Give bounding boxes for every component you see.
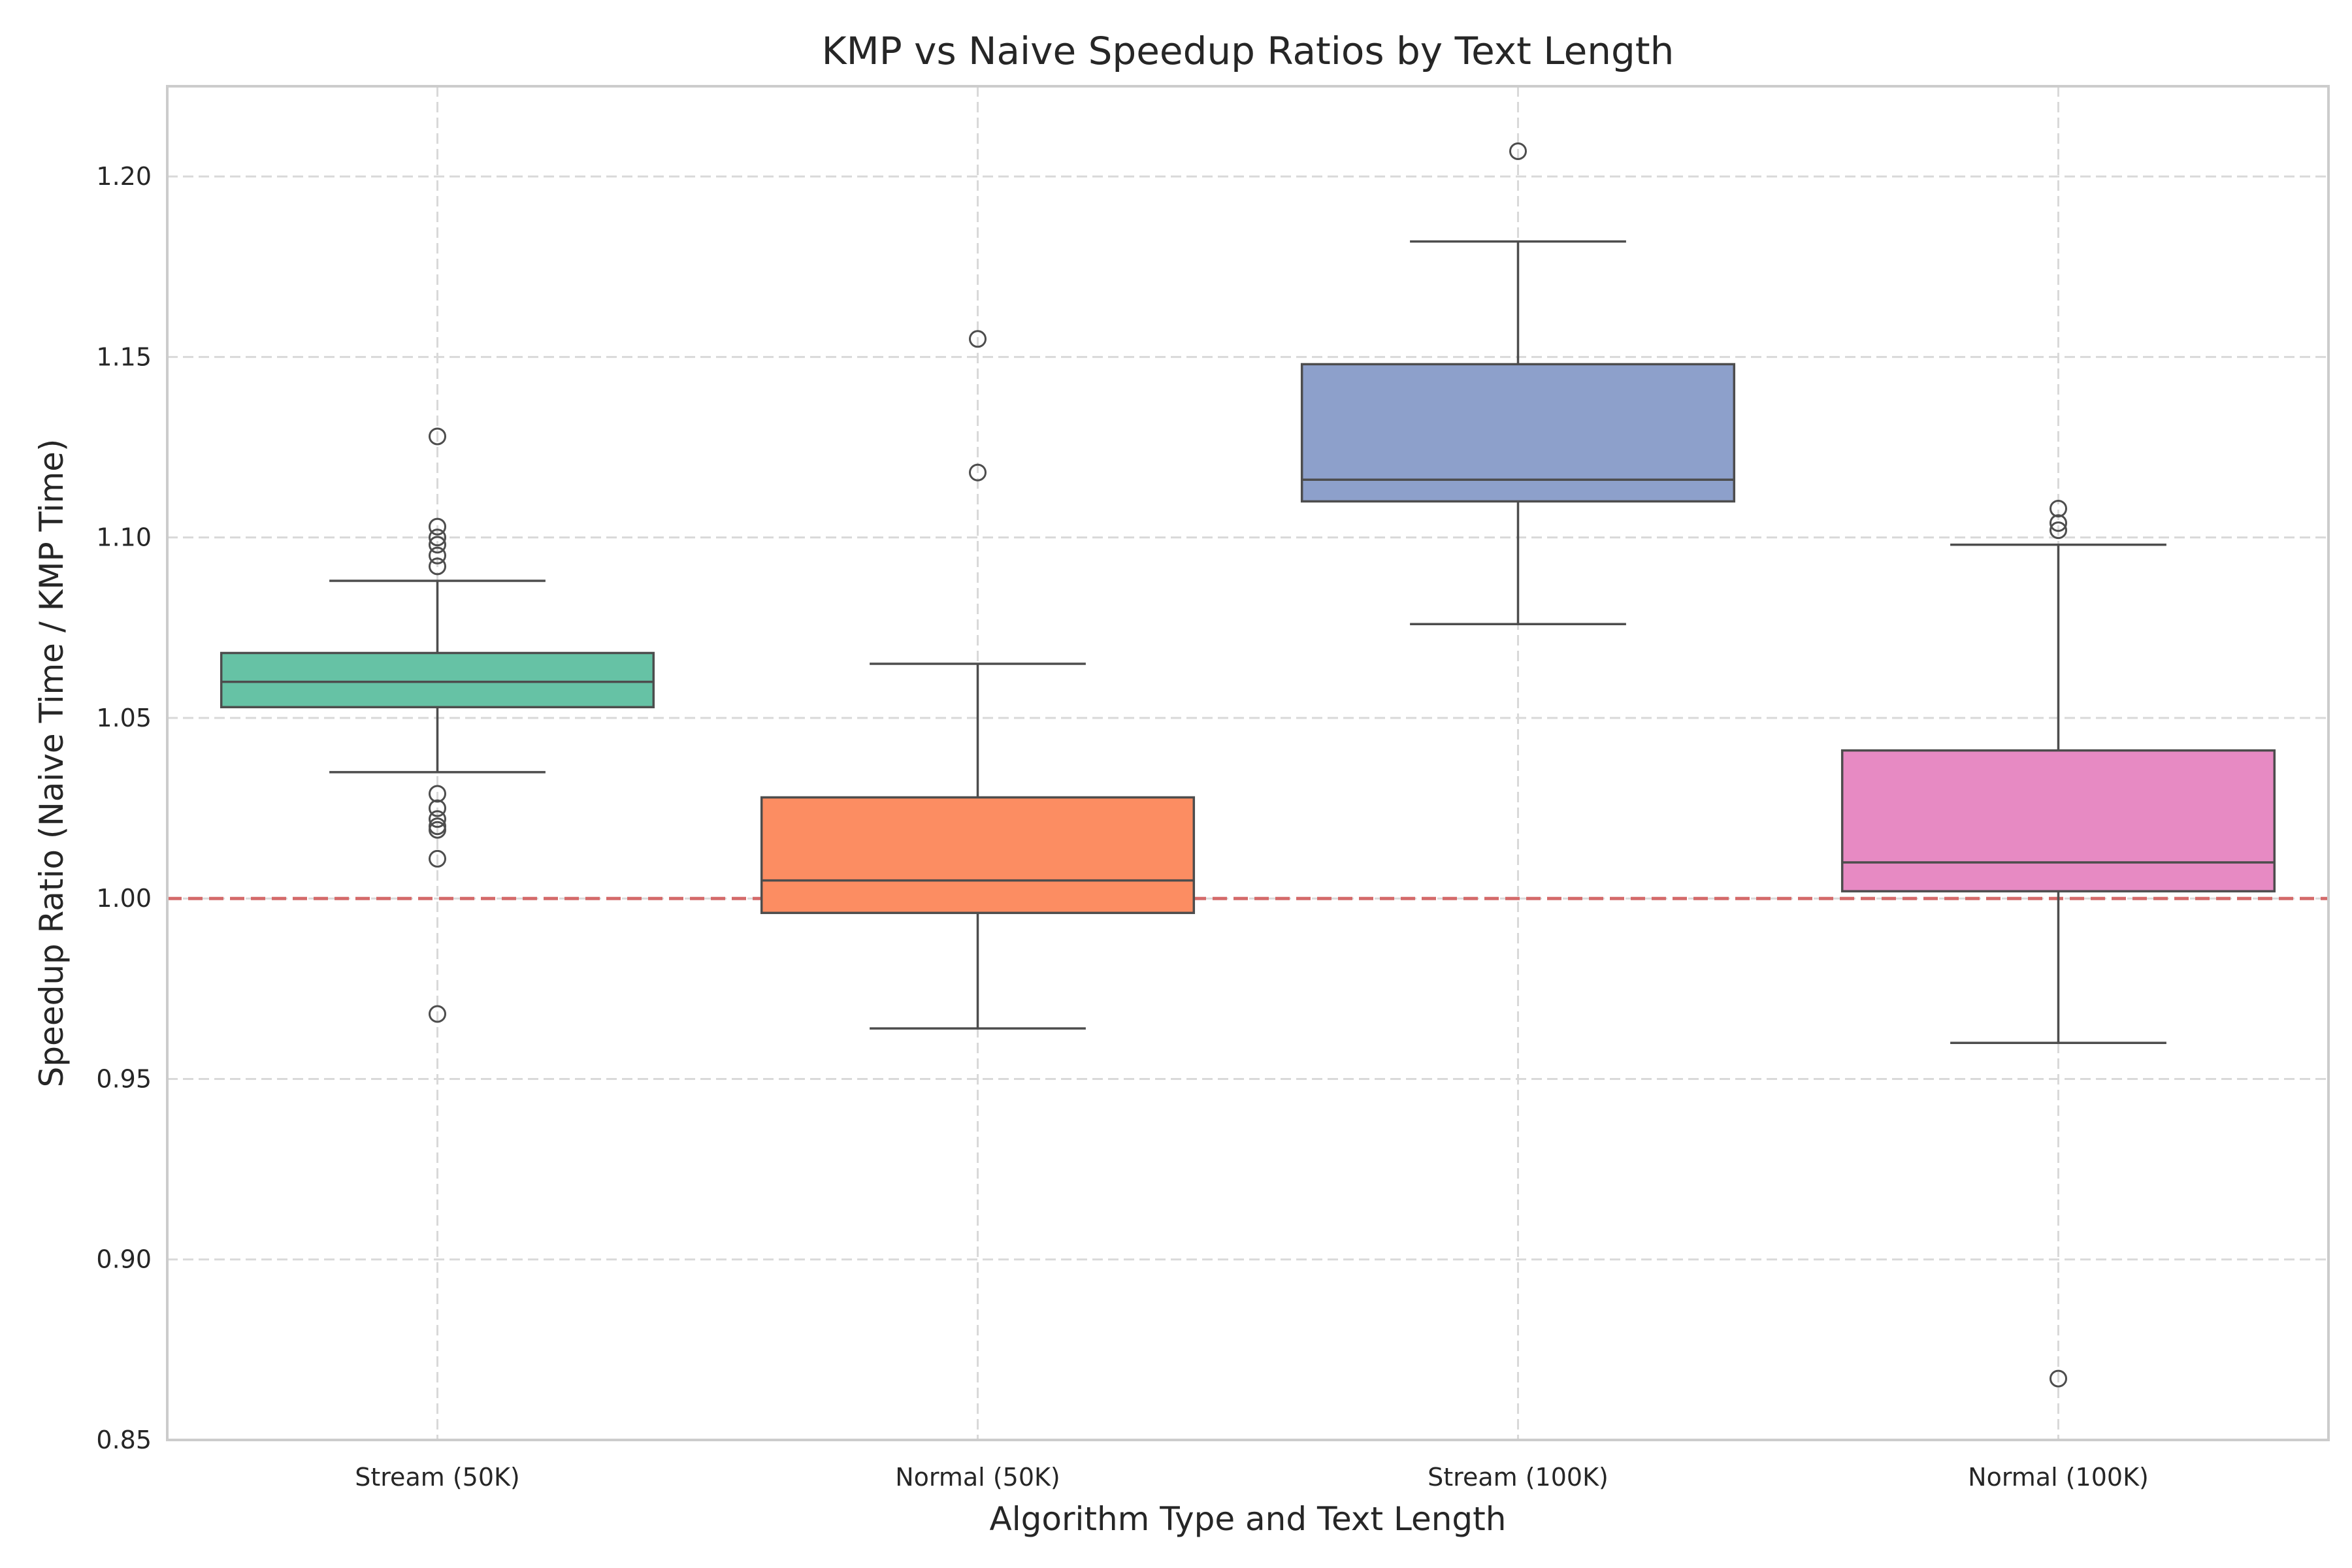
y-tick-label: 1.20 <box>96 162 152 191</box>
outlier-point <box>2050 514 2067 532</box>
outlier-point <box>429 785 446 803</box>
x-tick-label: Stream (50K) <box>355 1463 520 1492</box>
chart-title: KMP vs Naive Speedup Ratios by Text Leng… <box>822 29 1674 73</box>
y-axis-label: Speedup Ratio (Naive Time / KMP Time) <box>33 439 71 1088</box>
iqr-box <box>1840 749 2276 892</box>
x-tick-label: Normal (100K) <box>1968 1463 2149 1492</box>
iqr-box <box>220 651 655 709</box>
outlier-point <box>969 463 987 482</box>
y-tick-label: 0.95 <box>96 1064 152 1093</box>
outlier-point <box>429 1005 446 1023</box>
outlier-point <box>429 536 446 554</box>
outlier-point <box>429 546 446 564</box>
outlier-point <box>429 810 446 828</box>
y-tick-labels: 0.85 0.90 0.95 1.00 1.05 1.10 1.15 1.20 <box>96 162 152 1454</box>
outlier-point <box>969 330 987 348</box>
y-tick-label: 1.10 <box>96 523 152 552</box>
x-tick-label: Stream (100K) <box>1428 1463 1609 1492</box>
outlier-point <box>429 517 446 536</box>
iqr-box <box>1300 363 1736 503</box>
box-group <box>760 330 1196 1030</box>
outlier-point <box>429 529 446 547</box>
outlier-point <box>1509 142 1527 160</box>
outlier-point <box>2050 521 2067 540</box>
x-tick-label: Normal (50K) <box>895 1463 1060 1492</box>
outlier-point <box>429 821 446 839</box>
outlier-point <box>429 557 446 576</box>
box-group <box>1840 499 2276 1388</box>
iqr-box <box>760 796 1196 915</box>
y-tick-label: 1.15 <box>96 342 152 371</box>
outlier-point <box>2050 1369 2067 1388</box>
y-tick-label: 0.85 <box>96 1426 152 1454</box>
boxes <box>220 142 2276 1388</box>
x-tick-labels: Stream (50K) Normal (50K) Stream (100K) Nor… <box>355 1463 2149 1492</box>
x-axis-label: Algorithm Type and Text Length <box>990 1500 1507 1538</box>
outlier-point <box>2050 499 2067 517</box>
box-group <box>1300 142 1736 626</box>
box-group <box>220 427 655 1023</box>
plot-frame <box>166 85 2330 1441</box>
y-tick-label: 0.90 <box>96 1245 152 1274</box>
outlier-point <box>429 849 446 868</box>
y-tick-label: 1.05 <box>96 704 152 732</box>
y-tick-label: 1.00 <box>96 884 152 913</box>
outlier-point <box>429 427 446 446</box>
outlier-point <box>429 799 446 817</box>
